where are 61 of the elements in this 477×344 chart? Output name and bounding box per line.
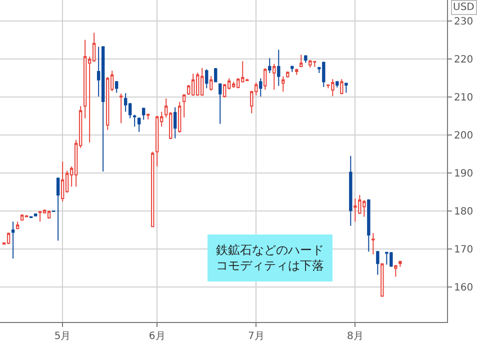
y-tick-label: 230 <box>454 16 474 28</box>
candlestick <box>304 54 308 64</box>
candlestick <box>137 116 141 132</box>
candlestick <box>16 221 20 230</box>
annotation: 鉄鉱石などのハードコモディティは下落 <box>216 243 324 273</box>
candlestick <box>60 161 64 202</box>
y-tick-label: 170 <box>454 244 474 256</box>
y-tick-label: 200 <box>454 130 474 142</box>
x-tick-label: 5月 <box>54 331 71 342</box>
candlestick <box>394 264 398 278</box>
candlestick <box>6 232 10 245</box>
candlestick <box>268 58 272 74</box>
candlestick <box>101 46 105 172</box>
candlestick <box>218 82 222 124</box>
candlestick <box>132 114 136 128</box>
candlestick <box>119 93 123 124</box>
y-tick-label: 160 <box>454 282 474 294</box>
candlestick <box>344 82 348 94</box>
candlestick <box>336 80 339 88</box>
y-tick-label: 220 <box>454 54 474 66</box>
candlestick <box>367 198 370 252</box>
candlestick <box>290 65 294 72</box>
candlestick <box>398 260 402 268</box>
candlestick <box>272 63 276 90</box>
x-tick-label: 8月 <box>346 331 364 342</box>
candlestick <box>205 68 208 89</box>
candlestick <box>349 155 352 226</box>
candlestick <box>156 115 159 168</box>
candlestick <box>11 221 15 260</box>
y-axis-title: USD <box>453 2 475 13</box>
candlestick <box>277 49 280 86</box>
candlestick <box>178 101 182 134</box>
candlestick <box>182 94 186 118</box>
candlestick <box>282 76 285 92</box>
candlestick <box>56 177 60 242</box>
candlestick <box>295 68 298 76</box>
candlestick <box>380 262 384 298</box>
candlestick <box>376 250 380 276</box>
candlestick <box>20 214 24 221</box>
candlestick <box>300 54 303 68</box>
candlestick <box>151 151 154 228</box>
candlestick <box>340 78 344 95</box>
candlestick <box>29 216 33 218</box>
x-tick-label: 7月 <box>248 331 264 342</box>
candlestick <box>264 68 267 90</box>
candlestick <box>210 76 213 91</box>
candlestick <box>146 113 150 120</box>
candlestick <box>34 213 38 217</box>
candlestick <box>174 106 177 139</box>
candlestick <box>259 78 262 98</box>
y-tick-label: 210 <box>454 92 474 104</box>
y-tick-label: 180 <box>454 206 474 218</box>
y-tick-label: 190 <box>454 168 474 180</box>
candlestick <box>286 70 290 78</box>
candlestick <box>142 107 146 120</box>
candlestick <box>114 80 118 94</box>
candlestick <box>38 210 42 222</box>
x-tick-label: 6月 <box>148 331 166 342</box>
candlestick <box>372 232 375 255</box>
candlestick <box>47 210 51 220</box>
candlestick <box>214 68 218 83</box>
